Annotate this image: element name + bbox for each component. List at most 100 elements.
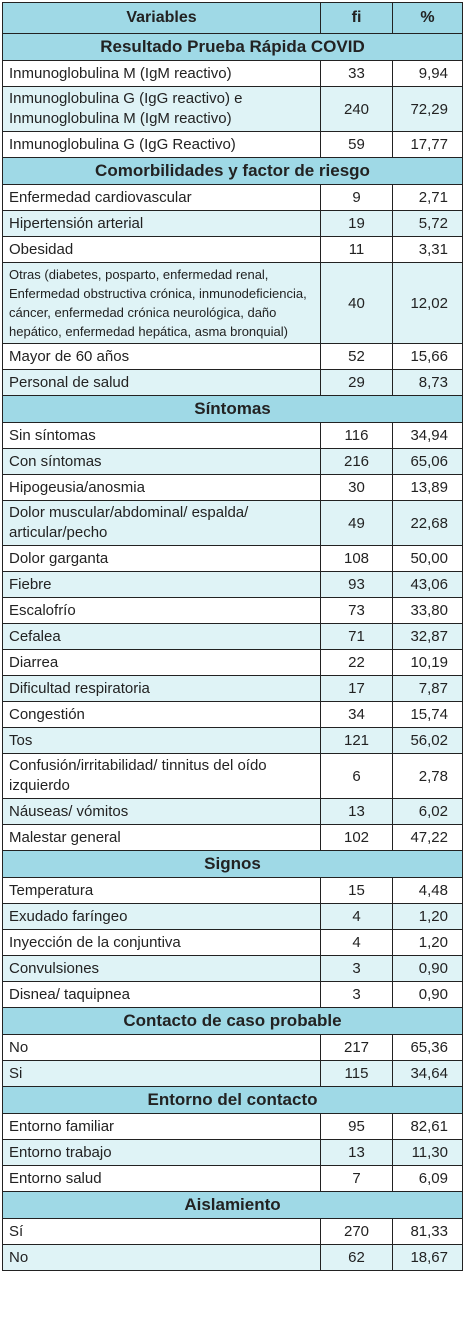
row-label: Exudado faríngeo xyxy=(2,903,321,930)
table-body: Variables fi % Resultado Prueba Rápida C… xyxy=(2,2,463,1271)
row-fi: 116 xyxy=(320,422,393,449)
row-pct: 34,64 xyxy=(392,1060,463,1087)
table-row: Inmunoglobulina M (IgM reactivo) 33 9,94 xyxy=(2,60,463,87)
table-row: Si 115 34,64 xyxy=(2,1060,463,1087)
row-pct: 3,31 xyxy=(392,236,463,263)
header-variables: Variables xyxy=(2,2,321,34)
table-row: Con síntomas 216 65,06 xyxy=(2,448,463,475)
row-label: Dolor muscular/abdominal/ espalda/ artic… xyxy=(2,500,321,546)
table-row: Personal de salud 29 8,73 xyxy=(2,369,463,396)
row-pct: 2,78 xyxy=(392,753,463,799)
row-fi: 19 xyxy=(320,210,393,237)
row-pct: 10,19 xyxy=(392,649,463,676)
row-pct: 72,29 xyxy=(392,86,463,132)
section-title: Contacto de caso probable xyxy=(2,1007,463,1035)
row-pct: 0,90 xyxy=(392,981,463,1008)
header-fi: fi xyxy=(320,2,393,34)
table-row: Hipogeusia/anosmia 30 13,89 xyxy=(2,474,463,501)
row-pct: 15,66 xyxy=(392,343,463,370)
table-row: Convulsiones 3 0,90 xyxy=(2,955,463,982)
row-pct: 22,68 xyxy=(392,500,463,546)
row-label: Inmunoglobulina M (IgM reactivo) xyxy=(2,60,321,87)
row-pct: 33,80 xyxy=(392,597,463,624)
row-fi: 15 xyxy=(320,877,393,904)
row-fi: 13 xyxy=(320,1139,393,1166)
table-row: Exudado faríngeo 4 1,20 xyxy=(2,903,463,930)
table-row: Malestar general 102 47,22 xyxy=(2,824,463,851)
table-row: Otras (diabetes, posparto, enfermedad re… xyxy=(2,262,463,344)
row-label: Tos xyxy=(2,727,321,754)
row-pct: 43,06 xyxy=(392,571,463,598)
table-row: Temperatura 15 4,48 xyxy=(2,877,463,904)
row-fi: 3 xyxy=(320,955,393,982)
row-pct: 12,02 xyxy=(392,262,463,344)
table-row: Cefalea 71 32,87 xyxy=(2,623,463,650)
row-fi: 4 xyxy=(320,903,393,930)
row-pct: 2,71 xyxy=(392,184,463,211)
row-fi: 121 xyxy=(320,727,393,754)
row-fi: 3 xyxy=(320,981,393,1008)
row-pct: 81,33 xyxy=(392,1218,463,1245)
row-pct: 8,73 xyxy=(392,369,463,396)
row-pct: 4,48 xyxy=(392,877,463,904)
row-fi: 95 xyxy=(320,1113,393,1140)
row-pct: 18,67 xyxy=(392,1244,463,1271)
table-row: Náuseas/ vómitos 13 6,02 xyxy=(2,798,463,825)
row-pct: 17,77 xyxy=(392,131,463,158)
row-label: Dificultad respiratoria xyxy=(2,675,321,702)
section-header-row: Resultado Prueba Rápida COVID xyxy=(2,33,463,61)
row-fi: 270 xyxy=(320,1218,393,1245)
row-fi: 108 xyxy=(320,545,393,572)
row-fi: 30 xyxy=(320,474,393,501)
row-pct: 5,72 xyxy=(392,210,463,237)
table-row: Dificultad respiratoria 17 7,87 xyxy=(2,675,463,702)
row-fi: 4 xyxy=(320,929,393,956)
table-row: Dolor garganta 108 50,00 xyxy=(2,545,463,572)
section-title: Comorbilidades y factor de riesgo xyxy=(2,157,463,185)
table-row: Disnea/ taquipnea 3 0,90 xyxy=(2,981,463,1008)
section-header-row: Síntomas xyxy=(2,395,463,423)
row-pct: 47,22 xyxy=(392,824,463,851)
row-pct: 0,90 xyxy=(392,955,463,982)
row-label: Malestar general xyxy=(2,824,321,851)
row-label: Fiebre xyxy=(2,571,321,598)
table-row: Sí 270 81,33 xyxy=(2,1218,463,1245)
table-row: Mayor de 60 años 52 15,66 xyxy=(2,343,463,370)
table-row: Congestión 34 15,74 xyxy=(2,701,463,728)
row-pct: 7,87 xyxy=(392,675,463,702)
table-row: Inmunoglobulina G (IgG Reactivo) 59 17,77 xyxy=(2,131,463,158)
row-label: Confusión/irritabilidad/ tinnitus del oí… xyxy=(2,753,321,799)
row-label: Náuseas/ vómitos xyxy=(2,798,321,825)
row-fi: 217 xyxy=(320,1034,393,1061)
row-pct: 65,06 xyxy=(392,448,463,475)
section-header-row: Signos xyxy=(2,850,463,878)
row-label: Convulsiones xyxy=(2,955,321,982)
section-title: Signos xyxy=(2,850,463,878)
row-pct: 1,20 xyxy=(392,929,463,956)
row-label: Entorno salud xyxy=(2,1165,321,1192)
row-label: Cefalea xyxy=(2,623,321,650)
row-fi: 49 xyxy=(320,500,393,546)
row-fi: 13 xyxy=(320,798,393,825)
row-label: Personal de salud xyxy=(2,369,321,396)
row-fi: 11 xyxy=(320,236,393,263)
row-label: Si xyxy=(2,1060,321,1087)
row-pct: 56,02 xyxy=(392,727,463,754)
row-fi: 62 xyxy=(320,1244,393,1271)
row-fi: 216 xyxy=(320,448,393,475)
row-label: Entorno trabajo xyxy=(2,1139,321,1166)
row-fi: 29 xyxy=(320,369,393,396)
header-pct: % xyxy=(392,2,463,34)
table-row: Inyección de la conjuntiva 4 1,20 xyxy=(2,929,463,956)
row-label: Entorno familiar xyxy=(2,1113,321,1140)
table-row: Entorno salud 7 6,09 xyxy=(2,1165,463,1192)
row-label: Escalofrío xyxy=(2,597,321,624)
section-title: Aislamiento xyxy=(2,1191,463,1219)
row-pct: 34,94 xyxy=(392,422,463,449)
row-fi: 7 xyxy=(320,1165,393,1192)
table-row: Enfermedad cardiovascular 9 2,71 xyxy=(2,184,463,211)
table-row: Hipertensión arterial 19 5,72 xyxy=(2,210,463,237)
table-row: Inmunoglobulina G (IgG reactivo) e Inmun… xyxy=(2,86,463,132)
table-row: No 217 65,36 xyxy=(2,1034,463,1061)
row-label: Diarrea xyxy=(2,649,321,676)
